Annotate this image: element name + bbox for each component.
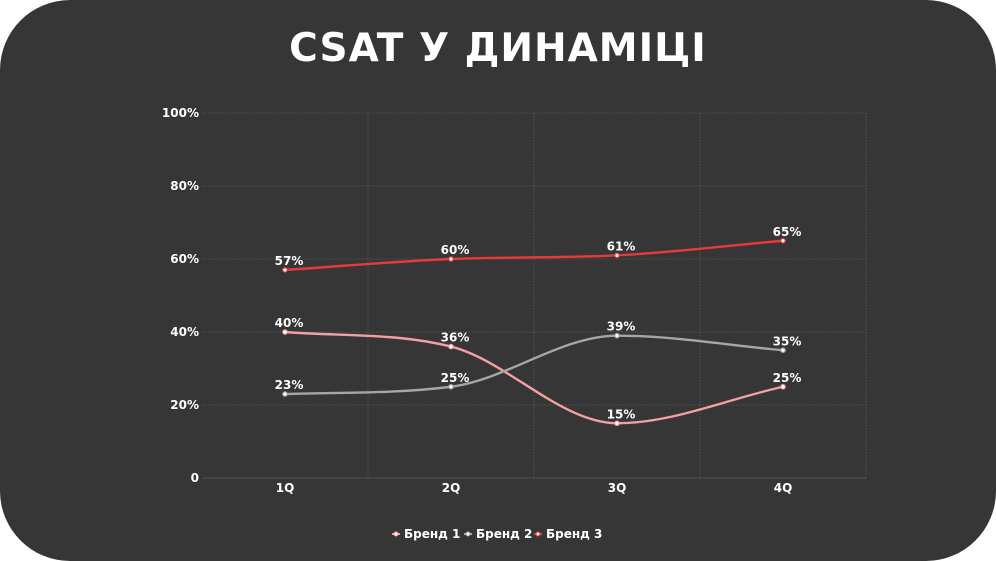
- series-3-data-label: 61%: [607, 239, 636, 253]
- series-3-data-label: 60%: [441, 243, 470, 257]
- series-2-point: [614, 332, 620, 339]
- series-2-point: [282, 391, 288, 397]
- series-1-line: [283, 330, 785, 425]
- x-tick-label: 2Q: [442, 481, 461, 495]
- y-tick-label: 100%: [162, 106, 199, 120]
- series-3-data-label: 65%: [773, 225, 802, 239]
- series-3-data-label: 57%: [275, 254, 304, 268]
- series-2-data-label: 23%: [275, 378, 304, 392]
- y-tick-label: 60%: [170, 252, 199, 266]
- series-1-data-label: 15%: [607, 407, 636, 421]
- series-3-point: [448, 256, 454, 262]
- x-tick-label: 3Q: [608, 481, 627, 495]
- series-1-data-label: 40%: [275, 316, 304, 330]
- y-tick-label: 20%: [170, 398, 199, 412]
- series-1-point: [614, 420, 620, 427]
- y-tick-label: 0: [191, 471, 199, 485]
- y-tick-label: 80%: [170, 179, 199, 193]
- series-2-data-label: 35%: [773, 334, 802, 348]
- series-2-point: [780, 347, 786, 354]
- series-3-point: [614, 252, 620, 259]
- series-1-data-label: 36%: [441, 331, 470, 345]
- chart-title: CSAT У ДИНАМІЦІ: [289, 26, 707, 71]
- series-1-data-label: 25%: [773, 371, 802, 385]
- series-1-point: [448, 343, 454, 350]
- series-2-point: [448, 383, 454, 390]
- series-1-point: [282, 329, 288, 335]
- legend-item-1-marker: [393, 531, 399, 537]
- series-2-data-label: 25%: [441, 371, 470, 385]
- legend-item-3-marker: [535, 531, 541, 537]
- y-tick-label: 40%: [170, 325, 199, 339]
- x-tick-label: 4Q: [774, 481, 793, 495]
- series-3-line: [283, 239, 785, 272]
- series-1-point: [780, 383, 786, 390]
- legend-item-3-label: Бренд 3: [546, 527, 602, 541]
- legend-item-2-marker: [465, 531, 471, 537]
- series-2-line: [283, 334, 785, 396]
- x-tick-label: 1Q: [276, 481, 295, 495]
- series-3-point: [282, 267, 288, 273]
- legend-item-2-label: Бренд 2: [476, 527, 532, 541]
- legend-item-1-label: Бренд 1: [404, 527, 460, 541]
- series-2-data-label: 39%: [607, 320, 636, 334]
- series-3-point: [780, 237, 786, 244]
